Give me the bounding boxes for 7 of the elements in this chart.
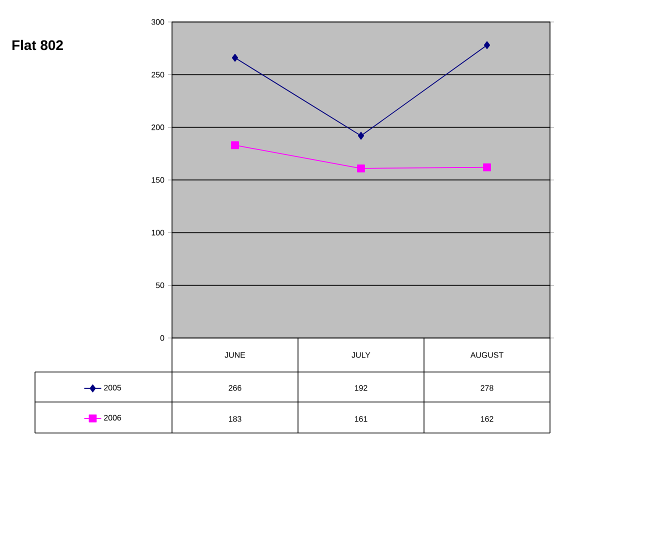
point [483, 163, 491, 172]
point [484, 41, 490, 50]
point [231, 141, 239, 150]
point [358, 132, 364, 140]
point [357, 164, 365, 172]
text: Flat 802 [12, 40, 63, 50]
point [232, 54, 238, 62]
